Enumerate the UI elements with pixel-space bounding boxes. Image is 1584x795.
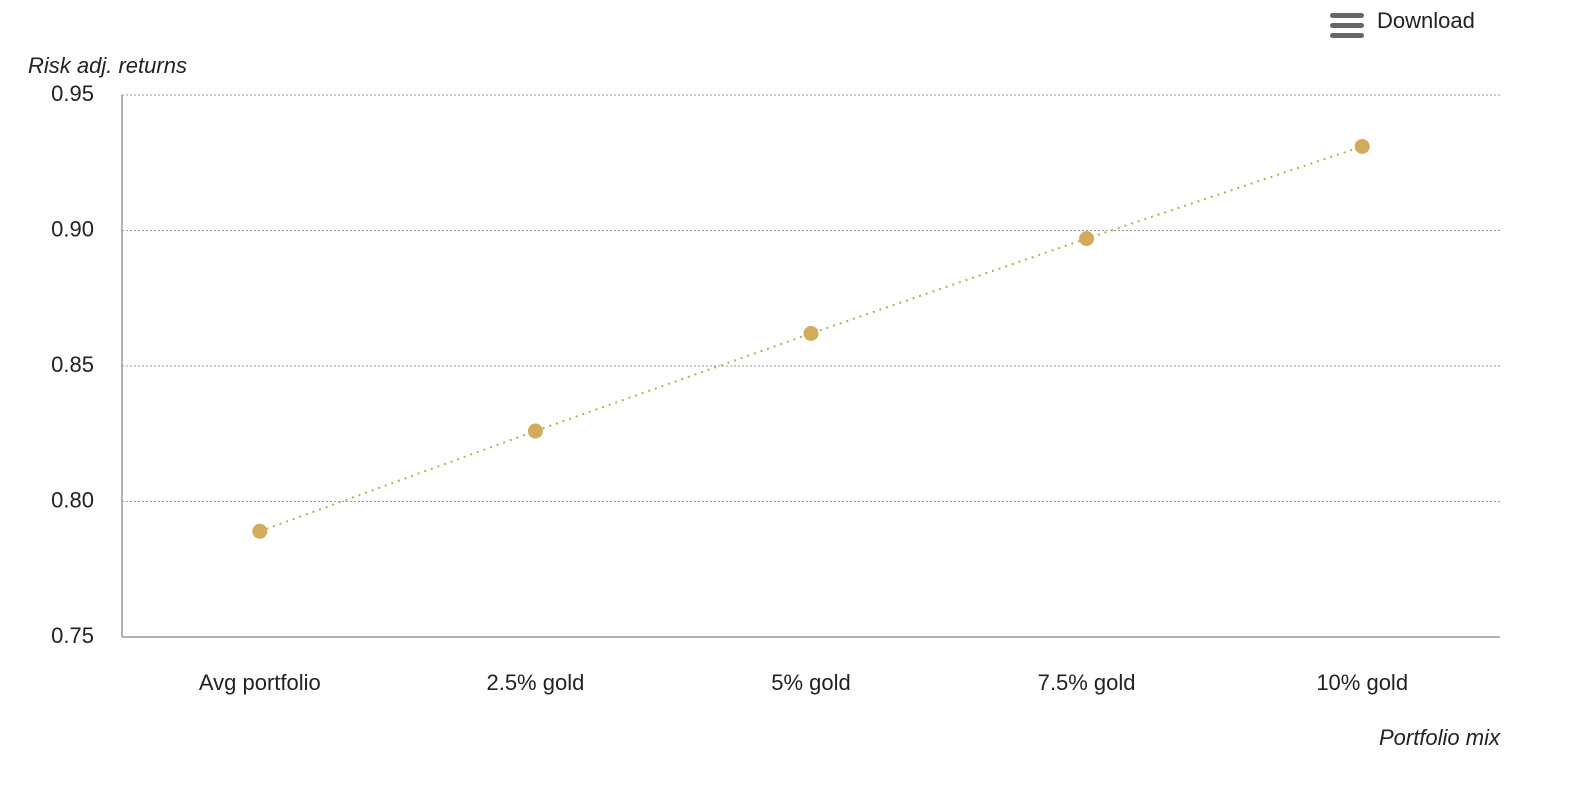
x-tick-label: 7.5% gold: [1038, 670, 1136, 695]
data-point: [252, 523, 268, 539]
data-point: [527, 423, 543, 439]
menu-icon-bar: [1330, 33, 1364, 38]
data-point: [1354, 138, 1370, 154]
y-tick-label: 0.80: [51, 487, 94, 512]
x-axis-title: Portfolio mix: [1379, 725, 1501, 750]
x-tick-label: 2.5% gold: [486, 670, 584, 695]
download-button[interactable]: Download: [1330, 8, 1475, 38]
y-tick-label: 0.90: [51, 216, 94, 241]
series-line: [259, 145, 1363, 533]
data-point: [803, 325, 819, 341]
y-axis-title: Risk adj. returns: [28, 53, 187, 78]
menu-icon-bar: [1330, 13, 1364, 18]
y-tick-label: 0.95: [51, 81, 94, 106]
menu-icon-bar: [1330, 23, 1364, 28]
y-tick-label: 0.85: [51, 352, 94, 377]
y-tick-label: 0.75: [51, 623, 94, 648]
data-point: [1079, 231, 1095, 247]
x-tick-label: Avg portfolio: [199, 670, 321, 695]
x-tick-label: 5% gold: [771, 670, 851, 695]
x-tick-label: 10% gold: [1316, 670, 1408, 695]
download-label[interactable]: Download: [1377, 8, 1475, 33]
